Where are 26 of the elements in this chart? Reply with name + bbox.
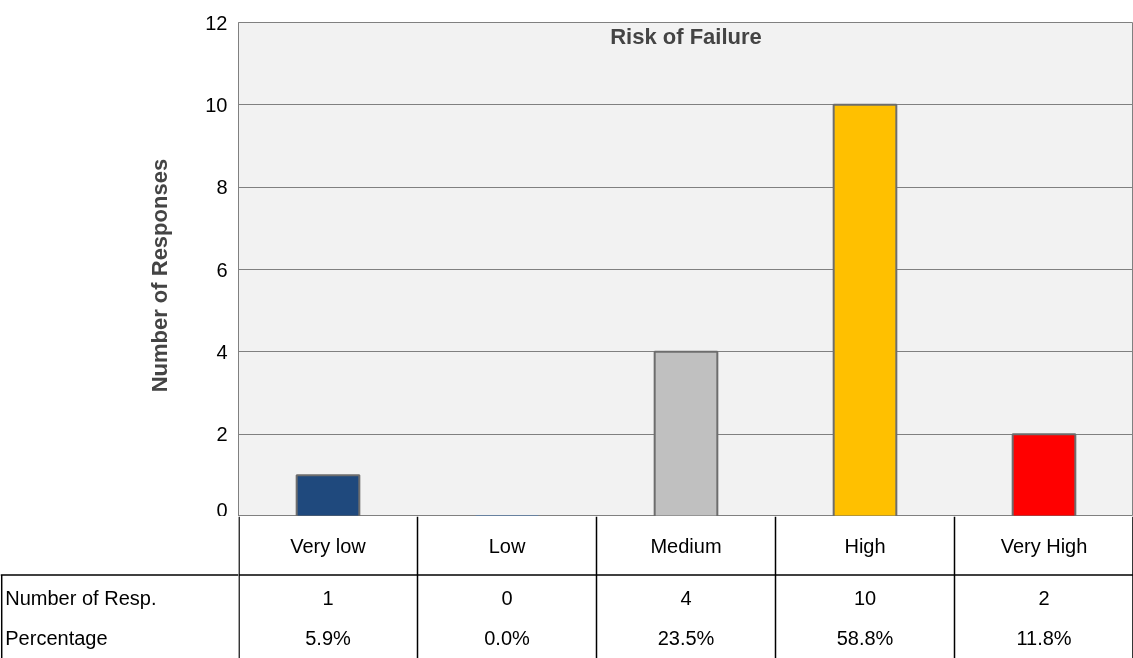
- y-tick-label: 12: [205, 11, 228, 34]
- data-label: 2: [1038, 586, 1050, 609]
- x-tick-label: Very High: [1000, 534, 1088, 557]
- data-label: 10: [853, 586, 877, 609]
- text: 23.5%: [657, 626, 715, 649]
- y-tick-label: 2: [216, 423, 228, 446]
- data-label: 4: [680, 586, 692, 609]
- y-tick-label: 4: [216, 340, 228, 363]
- y-tick-label: 6: [216, 258, 228, 281]
- data-label: 0: [501, 586, 513, 609]
- x-tick-label: High: [844, 534, 886, 557]
- text: 0.0%: [484, 626, 531, 649]
- text: Percentage: [5, 626, 108, 649]
- chart-title: Risk of Failure: [610, 23, 762, 49]
- data-label: 1: [322, 586, 334, 609]
- text: 5.9%: [305, 626, 352, 649]
- text: 58.8%: [836, 626, 894, 649]
- y-tick-label: 10: [205, 93, 228, 116]
- y-tick-label: 0: [216, 498, 228, 521]
- text: 11.8%: [1016, 626, 1072, 649]
- text: Number of Resp.: [5, 586, 157, 609]
- x-tick-label: Very low: [290, 534, 367, 557]
- y-axis-title: Number of Responses: [147, 158, 173, 393]
- x-tick-label: Low: [488, 534, 526, 557]
- x-tick-label: Medium: [650, 534, 722, 557]
- y-tick-label: 8: [216, 176, 228, 199]
